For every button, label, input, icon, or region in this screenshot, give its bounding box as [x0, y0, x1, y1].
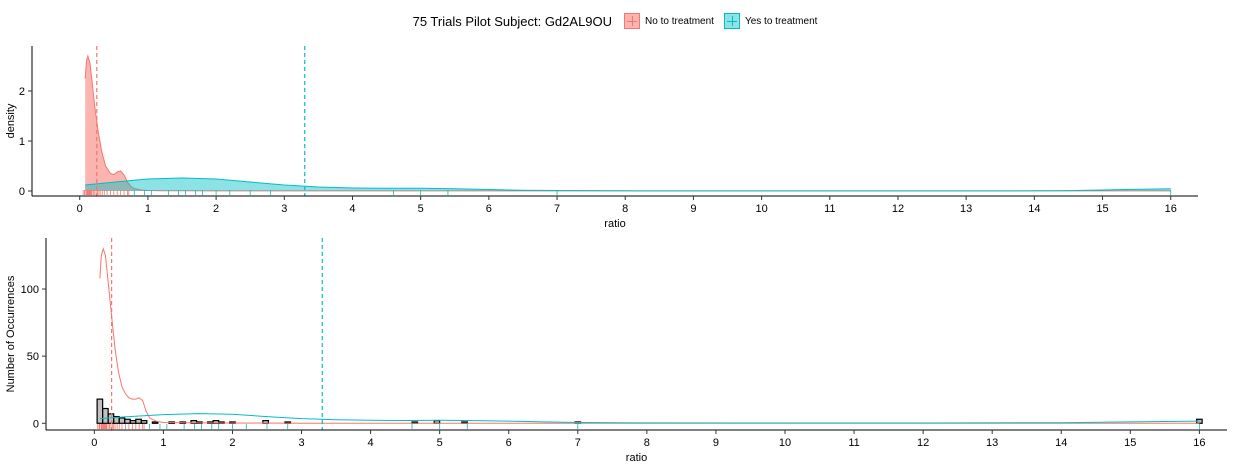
x-tick-label: 9 — [690, 203, 696, 215]
x-tick-label: 8 — [644, 437, 650, 449]
legend: 75 Trials Pilot Subject: Gd2AL9OU No to … — [0, 10, 1234, 32]
x-tick-label: 16 — [1193, 437, 1205, 449]
legend-swatch-no — [624, 13, 641, 29]
x-tick-label: 10 — [779, 437, 791, 449]
x-tick-label: 6 — [506, 437, 512, 449]
x-tick-label: 15 — [1124, 437, 1136, 449]
y-axis-title: Number of Occurrences — [5, 275, 17, 392]
hist-bar — [151, 421, 159, 424]
y-tick-label: 1 — [19, 136, 25, 148]
y-axis-title: density — [5, 103, 17, 138]
density-line-1 — [85, 177, 1171, 192]
x-tick-label: 13 — [986, 437, 998, 449]
x-tick-label: 1 — [160, 437, 166, 449]
hist-bar — [96, 398, 104, 424]
hist-bar — [129, 420, 137, 424]
hist-bar — [118, 417, 126, 424]
density-line-1 — [99, 413, 1200, 424]
y-tick-label: 2 — [19, 86, 25, 98]
density-area-1 — [85, 178, 1171, 191]
legend-title: 75 Trials Pilot Subject: Gd2AL9OU — [412, 13, 613, 29]
legend-label-yes: Yes to treatment — [744, 15, 818, 27]
density-line-0 — [84, 54, 1171, 192]
x-tick-label: 15 — [1096, 203, 1108, 215]
y-tick-label: 100 — [21, 284, 39, 296]
legend-item-yes: Yes to treatment — [723, 13, 818, 29]
histogram-panel: 0 1 2 3 4 5 6 7 8 9 10 11 12 13 14 15 16050100ratioNumbe… — [5, 238, 1227, 464]
x-axis-title: ratio — [604, 218, 625, 230]
x-tick-label: 3 — [281, 203, 287, 215]
x-tick-label: 5 — [418, 203, 424, 215]
x-tick-label: 11 — [824, 203, 835, 215]
y-tick-label: 0 — [33, 418, 39, 430]
x-tick-label: 1 — [145, 203, 151, 215]
x-tick-label: 4 — [368, 437, 374, 449]
hist-bar — [124, 418, 131, 424]
x-tick-label: 2 — [229, 437, 235, 449]
density-area-0 — [85, 56, 1171, 191]
hist-bar — [135, 418, 142, 424]
x-tick-label: 0 — [91, 437, 97, 449]
x-tick-label: 0 — [77, 203, 83, 215]
x-tick-label: 4 — [349, 203, 355, 215]
density-line-0 — [99, 246, 1200, 424]
x-tick-label: 13 — [960, 203, 972, 215]
x-tick-label: 6 — [486, 203, 492, 215]
x-tick-label: 14 — [1028, 203, 1040, 215]
x-tick-label: 10 — [755, 203, 767, 215]
y-tick-label: 50 — [27, 351, 39, 363]
hist-bar — [140, 420, 148, 424]
x-tick-label: 7 — [554, 203, 560, 215]
hist-bar — [107, 413, 115, 424]
hist-bar — [102, 407, 109, 424]
x-tick-label: 12 — [892, 203, 904, 215]
x-tick-label: 12 — [917, 437, 929, 449]
x-tick-label: 11 — [848, 437, 859, 449]
x-tick-label: 7 — [575, 437, 581, 449]
x-tick-label: 16 — [1165, 203, 1177, 215]
x-axis-title: ratio — [626, 452, 647, 464]
legend-item-no: No to treatment — [624, 13, 714, 29]
x-tick-label: 8 — [622, 203, 628, 215]
legend-swatch-yes — [723, 13, 740, 29]
x-tick-label: 14 — [1055, 437, 1067, 449]
x-tick-label: 3 — [298, 437, 304, 449]
x-tick-label: 5 — [437, 437, 443, 449]
x-tick-label: 2 — [213, 203, 219, 215]
legend-label-no: No to treatment — [645, 15, 714, 27]
x-tick-label: 9 — [713, 437, 719, 449]
y-tick-label: 0 — [19, 186, 25, 198]
